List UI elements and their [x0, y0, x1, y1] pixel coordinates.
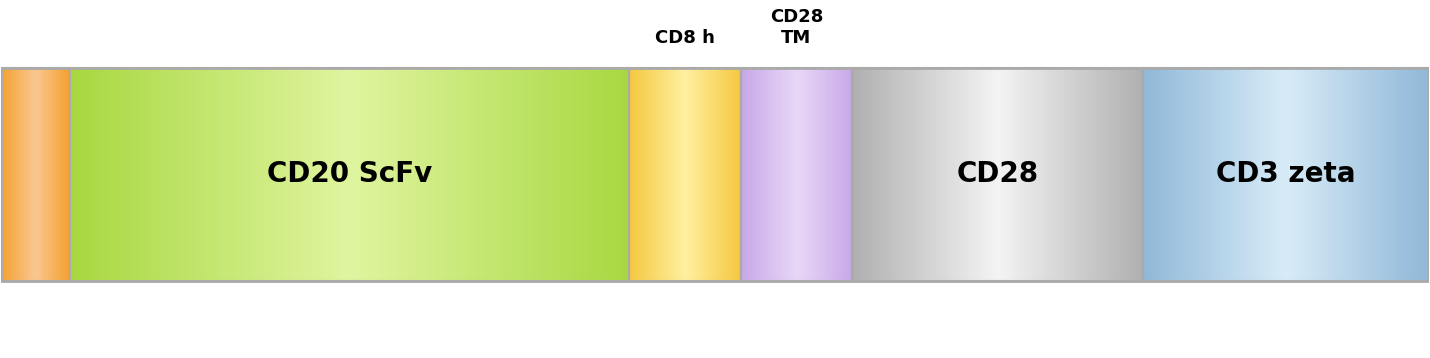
Bar	[741, 68, 852, 281]
Text: CD8 h: CD8 h	[655, 29, 715, 47]
Text: CD28
TM: CD28 TM	[769, 8, 824, 47]
Bar	[1, 68, 1429, 281]
Bar	[1, 68, 70, 281]
Text: CD28: CD28	[957, 160, 1038, 188]
Bar	[629, 68, 741, 281]
Bar	[70, 68, 629, 281]
Bar	[852, 68, 1143, 281]
Text: CD20 ScFv: CD20 ScFv	[267, 160, 432, 188]
Text: CD3 zeta: CD3 zeta	[1216, 160, 1356, 188]
Bar	[1143, 68, 1429, 281]
